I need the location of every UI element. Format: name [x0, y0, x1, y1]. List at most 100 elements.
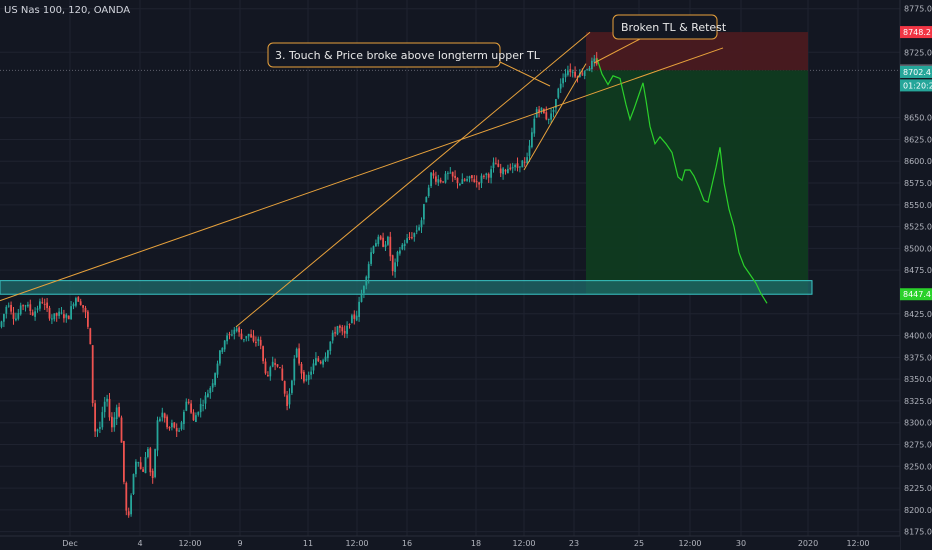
candle-body-bear — [475, 181, 478, 183]
candle-body-bull — [305, 379, 308, 381]
time-axis-label: 12:00 — [345, 539, 368, 548]
candle-body-bull — [72, 304, 75, 307]
touch-note-pointer — [499, 61, 551, 87]
candle-body-bear — [262, 346, 264, 362]
candle-body-bear — [190, 403, 192, 413]
candle-body-bull — [387, 236, 389, 245]
candle-body-bull — [197, 411, 200, 415]
time-axis-label: 12:00 — [512, 539, 535, 548]
candle-body-bear — [276, 364, 279, 367]
candle-body-bull — [24, 305, 27, 307]
candle-body-bear — [31, 312, 34, 316]
candle-body-bull — [211, 383, 214, 388]
candle-body-bear — [495, 163, 497, 165]
candle-body-bull — [19, 305, 22, 315]
time-axis-label: 11 — [303, 539, 313, 548]
candle-body-bull — [547, 118, 550, 121]
candle-body-bull — [60, 312, 63, 314]
candle-body-bear — [123, 441, 125, 482]
candle-body-bull — [519, 166, 521, 168]
candle-body-bear — [173, 422, 176, 428]
candle-body-bull — [137, 462, 140, 464]
candle-body-bear — [451, 171, 454, 177]
candle-body-bull — [235, 328, 238, 332]
candle-body-bull — [295, 348, 298, 358]
candle-body-bear — [391, 255, 394, 272]
candle-body-bear — [187, 401, 190, 403]
candle-body-bull — [307, 374, 310, 380]
candle-body-bull — [591, 60, 593, 70]
candle-body-bear — [432, 173, 435, 176]
time-axis-label: Dec — [62, 539, 77, 548]
candle-body-bull — [531, 132, 533, 148]
candle-body-bear — [497, 163, 500, 167]
candle-body-bull — [377, 236, 380, 245]
projection-path[interactable] — [596, 58, 768, 304]
candle-body-bear — [574, 71, 576, 77]
candle-body-bull — [231, 334, 233, 336]
candle-body-bull — [233, 329, 236, 335]
candle-body-bull — [245, 336, 248, 339]
candle-body-bull — [147, 449, 149, 458]
candle-body-bull — [207, 393, 209, 398]
candle-body-bull — [427, 187, 430, 197]
candle-body-bear — [46, 302, 48, 309]
countdown-tag-bg — [900, 79, 932, 92]
candle-body-bull — [53, 313, 56, 320]
candle-body-bull — [396, 251, 399, 262]
symbol-title: US Nas 100, 120, OANDA — [4, 5, 130, 16]
candle-body-bear — [543, 108, 545, 114]
candle-body-bear — [118, 406, 120, 417]
time-axis-label: 16 — [402, 539, 412, 548]
candle-body-bull — [103, 401, 106, 413]
time-axis-label: 12:00 — [178, 539, 201, 548]
time-axis-label: 12:00 — [678, 539, 701, 548]
time-axis-panel[interactable] — [0, 536, 900, 550]
candle-body-bear — [108, 398, 111, 418]
time-axis-label: 18 — [471, 539, 481, 548]
time-axis-label: 25 — [634, 539, 644, 548]
candle-body-bear — [576, 76, 579, 78]
candle-body-bull — [0, 321, 3, 327]
candle-body-bear — [569, 69, 572, 73]
candle-body-bull — [324, 356, 327, 361]
candle-body-bull — [521, 160, 524, 168]
candle-body-bull — [257, 338, 260, 342]
candle-body-bull — [199, 404, 202, 413]
touch-callout[interactable]: 3. Touch & Price broke above longterm up… — [267, 42, 551, 87]
candle-body-bull — [75, 298, 77, 306]
candle-body-bull — [418, 227, 420, 230]
candle-body-bear — [67, 315, 70, 320]
candle-body-bull — [243, 339, 245, 341]
price-axis-label: 8375.0 — [904, 353, 932, 362]
price-axis-label: 8500.0 — [904, 244, 932, 253]
retest-callout[interactable]: Broken TL & Retest — [593, 14, 727, 64]
candle-body-bear — [151, 470, 154, 479]
candle-body-bear — [41, 302, 44, 304]
candle-body-bear — [168, 427, 171, 429]
rising-trendline — [235, 31, 591, 328]
candle-body-bull — [322, 360, 324, 365]
trendlines[interactable] — [0, 31, 724, 328]
candle-body-bear — [435, 176, 437, 182]
candle-body-bull — [202, 404, 204, 406]
candle-body-bull — [7, 305, 10, 307]
candle-body-bull — [358, 301, 360, 317]
candle-body-bull — [502, 168, 504, 175]
candle-body-bull — [367, 264, 370, 279]
candlesticks — [0, 51, 598, 518]
time-axis-labels: Dec 4 12:00 9 11 12:00 16 18 12:00 23 25 12:00 30 202… — [62, 539, 869, 548]
price-axis-panel[interactable] — [900, 0, 932, 550]
candle-body-bear — [120, 417, 123, 443]
price-axis-label: 8550.0 — [904, 201, 932, 210]
candle-body-bull — [15, 318, 17, 321]
price-axis-label: 8425.0 — [904, 310, 932, 319]
time-axis-label: 30 — [736, 539, 746, 548]
candle-body-bull — [291, 380, 293, 393]
candle-body-bull — [130, 495, 132, 515]
candle-body-bear — [442, 181, 444, 183]
candle-body-bear — [538, 109, 540, 113]
candle-body-bear — [317, 358, 320, 362]
candle-body-bear — [43, 303, 46, 305]
